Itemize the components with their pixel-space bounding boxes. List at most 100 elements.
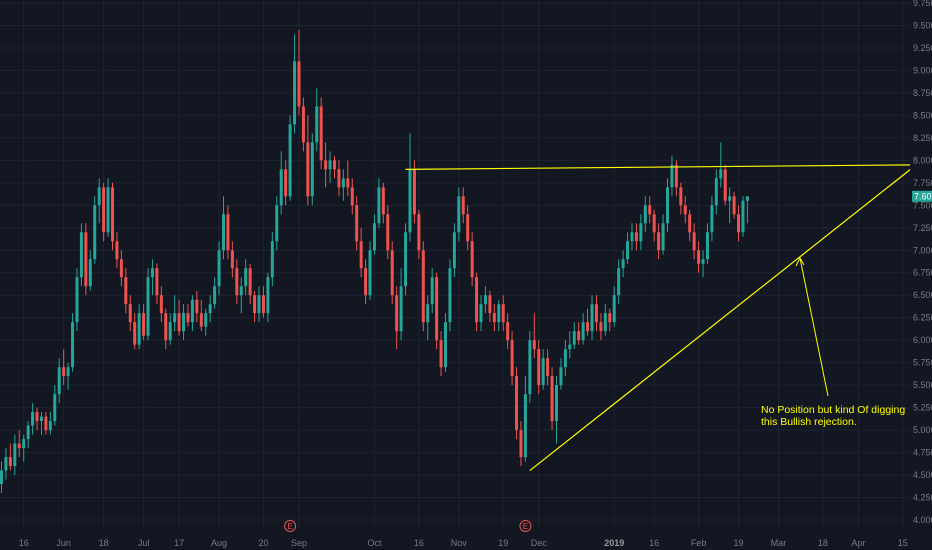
candle <box>475 272 479 332</box>
candle <box>146 268 150 341</box>
time-axis[interactable]: 16 Jun 18 Jul 17 Aug 20 Sep Oct 16 Nov 19 Dec 2019 16 F… <box>0 530 932 550</box>
candle-body <box>75 277 79 323</box>
candle-body <box>621 259 625 269</box>
time-tick-label: Jul <box>138 538 150 548</box>
candle-body <box>106 187 110 233</box>
candle <box>182 304 186 341</box>
candle <box>26 421 30 449</box>
candle-body <box>559 367 563 386</box>
candle <box>621 250 625 278</box>
price-axis[interactable]: 9.750 9.500 9.250 9.000 8.750 8.500 8.250 8.000… <box>910 0 932 550</box>
support-trendline[interactable] <box>529 164 917 472</box>
time-tick-label: 19 <box>498 538 508 548</box>
candle-body <box>71 322 75 368</box>
candle <box>550 367 554 431</box>
time-tick-label: Sep <box>291 538 307 548</box>
resistance-line[interactable] <box>405 164 917 170</box>
candle <box>137 304 141 350</box>
candle-body <box>617 268 621 296</box>
candle <box>745 196 749 224</box>
candle-body <box>137 313 141 345</box>
candle <box>66 362 70 390</box>
candle <box>728 187 732 224</box>
time-axis-background <box>0 530 932 550</box>
candle <box>741 196 745 237</box>
candle-body <box>93 205 97 260</box>
candle <box>612 286 616 327</box>
candle <box>115 232 119 269</box>
candle-body <box>22 439 26 449</box>
candle-body <box>253 295 257 314</box>
candle <box>310 133 314 206</box>
candle-body <box>111 187 114 242</box>
candle-body <box>648 205 652 215</box>
candle <box>235 259 239 305</box>
candle <box>594 295 598 332</box>
candle <box>62 349 66 386</box>
candle-body <box>84 232 88 287</box>
candle <box>506 313 510 350</box>
candle <box>386 205 390 260</box>
candle-body <box>337 169 341 188</box>
candle <box>674 160 678 197</box>
candle <box>705 223 709 264</box>
time-tick-label: Apr <box>851 538 865 548</box>
candle-body <box>79 232 83 278</box>
candle-body <box>35 412 39 422</box>
candle-body <box>395 295 399 332</box>
candle <box>226 205 230 260</box>
candle-body <box>301 106 305 143</box>
candle <box>492 304 496 332</box>
candle-body <box>199 313 203 327</box>
candle-body <box>475 277 479 323</box>
candle-body <box>466 214 470 242</box>
candle <box>435 272 439 350</box>
price-tick-label: 5.000 <box>913 425 932 435</box>
candle <box>84 223 88 296</box>
candle-body <box>372 223 376 251</box>
candle <box>381 182 385 224</box>
earnings-marker[interactable]: E <box>519 520 532 532</box>
candle-body <box>448 268 452 323</box>
candle <box>341 169 345 201</box>
candle-body <box>257 295 261 314</box>
candle-body <box>723 169 727 201</box>
time-tick-label: 2019 <box>604 538 624 548</box>
candle-body <box>328 160 332 170</box>
candle <box>399 268 403 341</box>
candle-body <box>470 241 474 278</box>
candle <box>128 295 132 332</box>
candle-body <box>57 367 61 395</box>
candle-body <box>0 470 3 485</box>
candle-body <box>350 187 354 206</box>
annotation[interactable]: No Position but kind Of digging this Bul… <box>761 256 905 428</box>
candle <box>315 88 319 152</box>
candle <box>164 308 168 350</box>
price-tick-label: 8.750 <box>913 88 932 98</box>
candle-body <box>150 268 154 278</box>
candle <box>279 151 283 215</box>
price-tick-label: 9.750 <box>913 0 932 8</box>
candle <box>452 223 456 278</box>
candle <box>466 205 470 251</box>
candle-body <box>594 304 598 323</box>
candle <box>328 151 332 183</box>
earnings-marker[interactable]: E <box>284 520 297 532</box>
candle-body <box>284 169 288 197</box>
candle <box>106 178 110 237</box>
candle-body <box>155 268 159 296</box>
candle-body <box>692 232 696 251</box>
candle <box>412 160 416 224</box>
candle <box>643 196 647 233</box>
candle <box>13 434 17 476</box>
candle <box>150 259 154 296</box>
candle-body <box>364 268 368 296</box>
trend-lines[interactable] <box>405 164 917 472</box>
candle <box>359 227 363 278</box>
candle-body <box>97 187 101 206</box>
candle <box>186 304 190 327</box>
